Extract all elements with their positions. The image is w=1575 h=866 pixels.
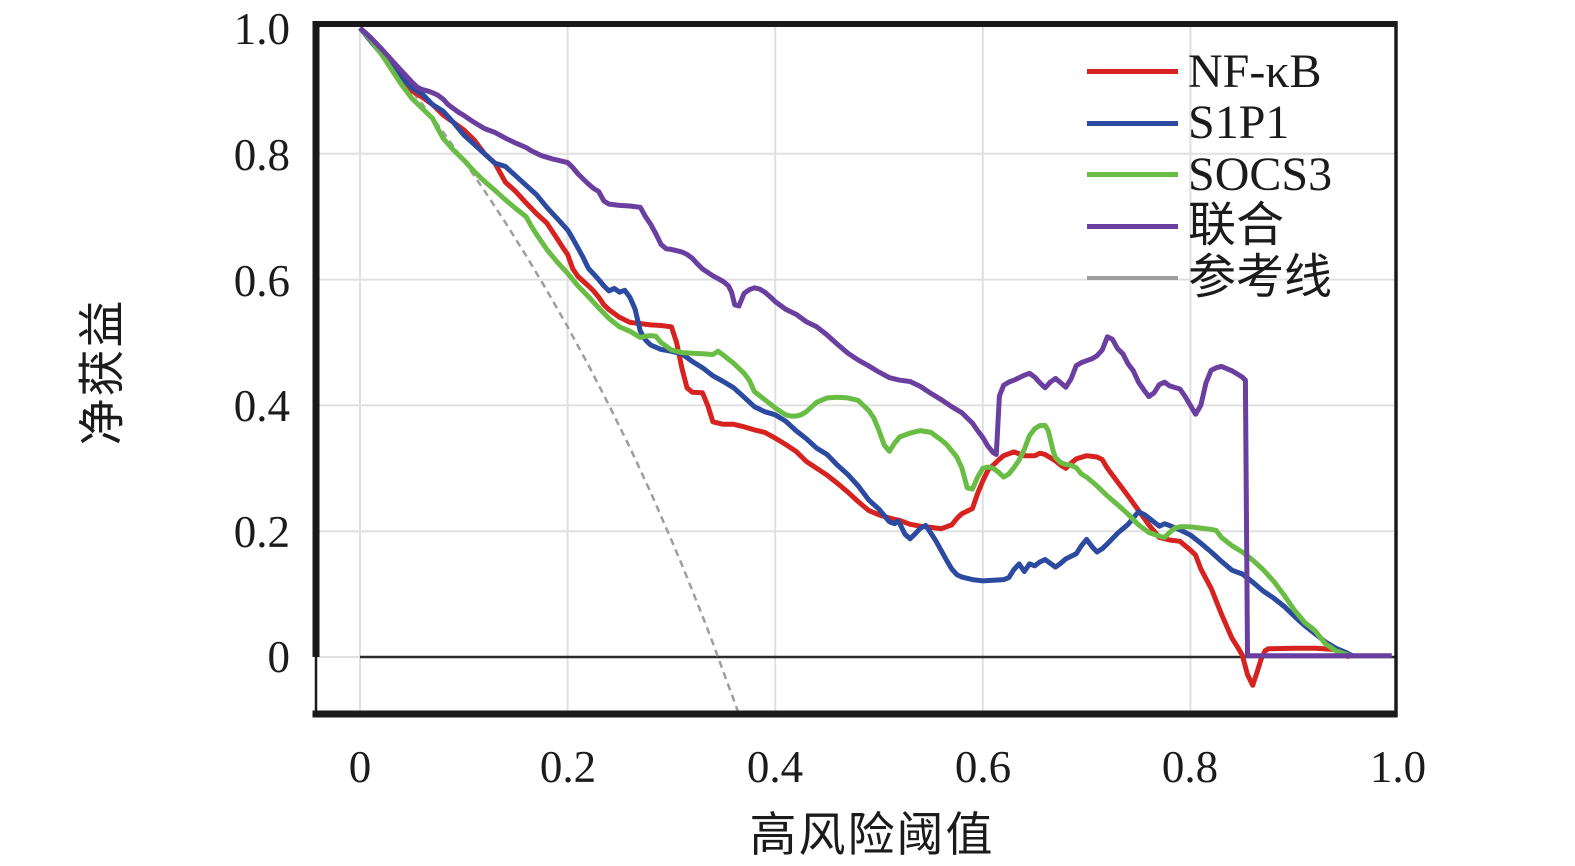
x-axis-title: 高风险阈值 xyxy=(749,810,995,862)
legend-line-swatch-green xyxy=(1087,172,1178,178)
legend-item-nfkb: NF-κB xyxy=(1087,46,1332,98)
legend-item-s1p1: S1P1 xyxy=(1087,98,1332,150)
y-tick-0.8: 0.8 xyxy=(233,130,290,180)
legend-label: 参考线 xyxy=(1188,250,1333,304)
legend: NF-κB S1P1 SOCS3 联合 参考线 xyxy=(1087,46,1332,304)
legend-label: 联合 xyxy=(1188,199,1285,253)
legend-item-socs3: SOCS3 xyxy=(1087,149,1332,201)
y-tick-0.4: 0.4 xyxy=(233,381,290,431)
legend-label: NF-κB xyxy=(1188,44,1322,98)
legend-label: S1P1 xyxy=(1188,96,1290,150)
x-tick-0.2: 0.2 xyxy=(539,742,597,792)
legend-line-swatch-purple xyxy=(1087,223,1178,229)
y-tick-0.2: 0.2 xyxy=(233,507,290,557)
y-tick-0.6: 0.6 xyxy=(233,256,290,306)
legend-line-swatch-gray xyxy=(1087,275,1178,280)
x-tick-0.8: 0.8 xyxy=(1161,742,1219,792)
x-tick-0.6: 0.6 xyxy=(954,742,1012,792)
legend-label: SOCS3 xyxy=(1188,147,1333,201)
x-tick-0: 0 xyxy=(348,742,372,792)
legend-item-reference: 参考线 xyxy=(1087,252,1332,304)
y-axis-title: 净获益 xyxy=(77,298,130,446)
y-tick-1.0: 1.0 xyxy=(233,4,290,54)
y-tick-0: 0 xyxy=(267,632,291,682)
legend-item-lianhe: 联合 xyxy=(1087,201,1332,253)
legend-line-swatch-red xyxy=(1087,69,1178,75)
legend-line-swatch-blue xyxy=(1087,120,1178,126)
x-tick-0.4: 0.4 xyxy=(746,742,804,792)
x-tick-1.0: 1.0 xyxy=(1369,742,1427,792)
